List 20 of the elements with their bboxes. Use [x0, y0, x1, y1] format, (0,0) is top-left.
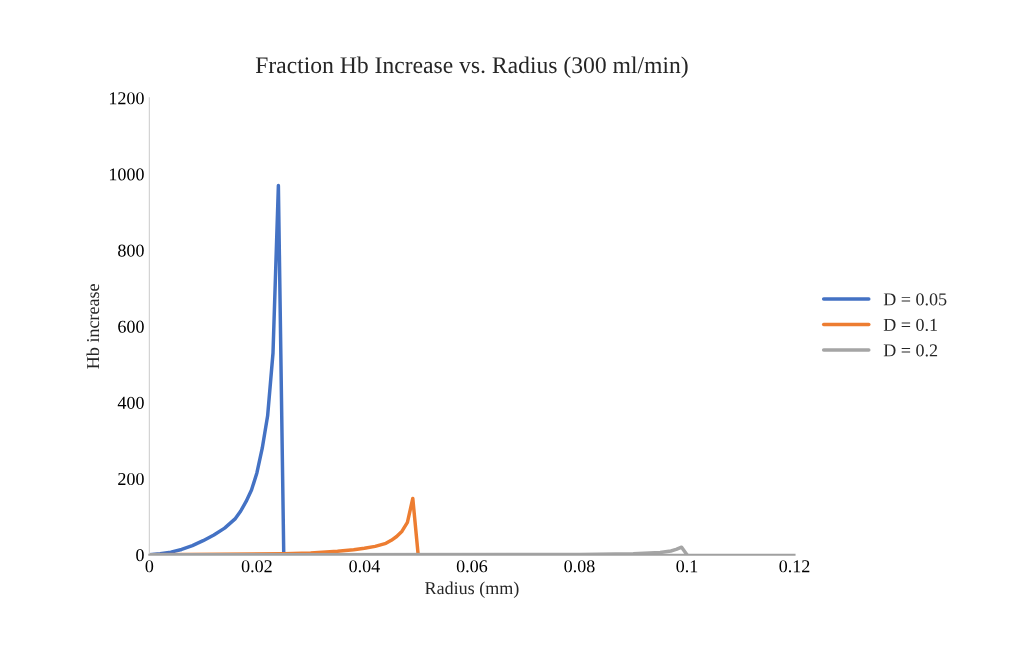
legend-label: D = 0.05: [883, 293, 947, 306]
y-tick-label: 400: [117, 396, 144, 409]
x-tick-label: 0.12: [779, 560, 810, 573]
y-axis-title: Hb increase: [86, 284, 100, 369]
x-tick-label: 0.1: [676, 560, 698, 573]
legend-label: D = 0.2: [883, 344, 938, 357]
x-axis-title: Radius (mm): [425, 581, 519, 598]
y-tick-label: 600: [118, 320, 144, 333]
y-tick-label: 800: [118, 244, 144, 257]
x-tick-label: 0: [145, 560, 154, 573]
y-tick-label: 1200: [109, 92, 144, 105]
legend-label: D = 0.1: [883, 318, 937, 331]
y-tick-label: 200: [118, 472, 144, 486]
x-tick-label: 0.08: [564, 560, 595, 573]
y-tick-label: 1000: [109, 168, 144, 181]
x-tick-label: 0.02: [241, 560, 272, 573]
x-tick-label: 0.06: [456, 560, 488, 573]
y-tick-label: 0: [136, 549, 144, 562]
x-tick-label: 0.04: [349, 560, 380, 573]
chart-title: Fraction Hb Increase vs. Radius (300 ml/min): [255, 56, 688, 78]
